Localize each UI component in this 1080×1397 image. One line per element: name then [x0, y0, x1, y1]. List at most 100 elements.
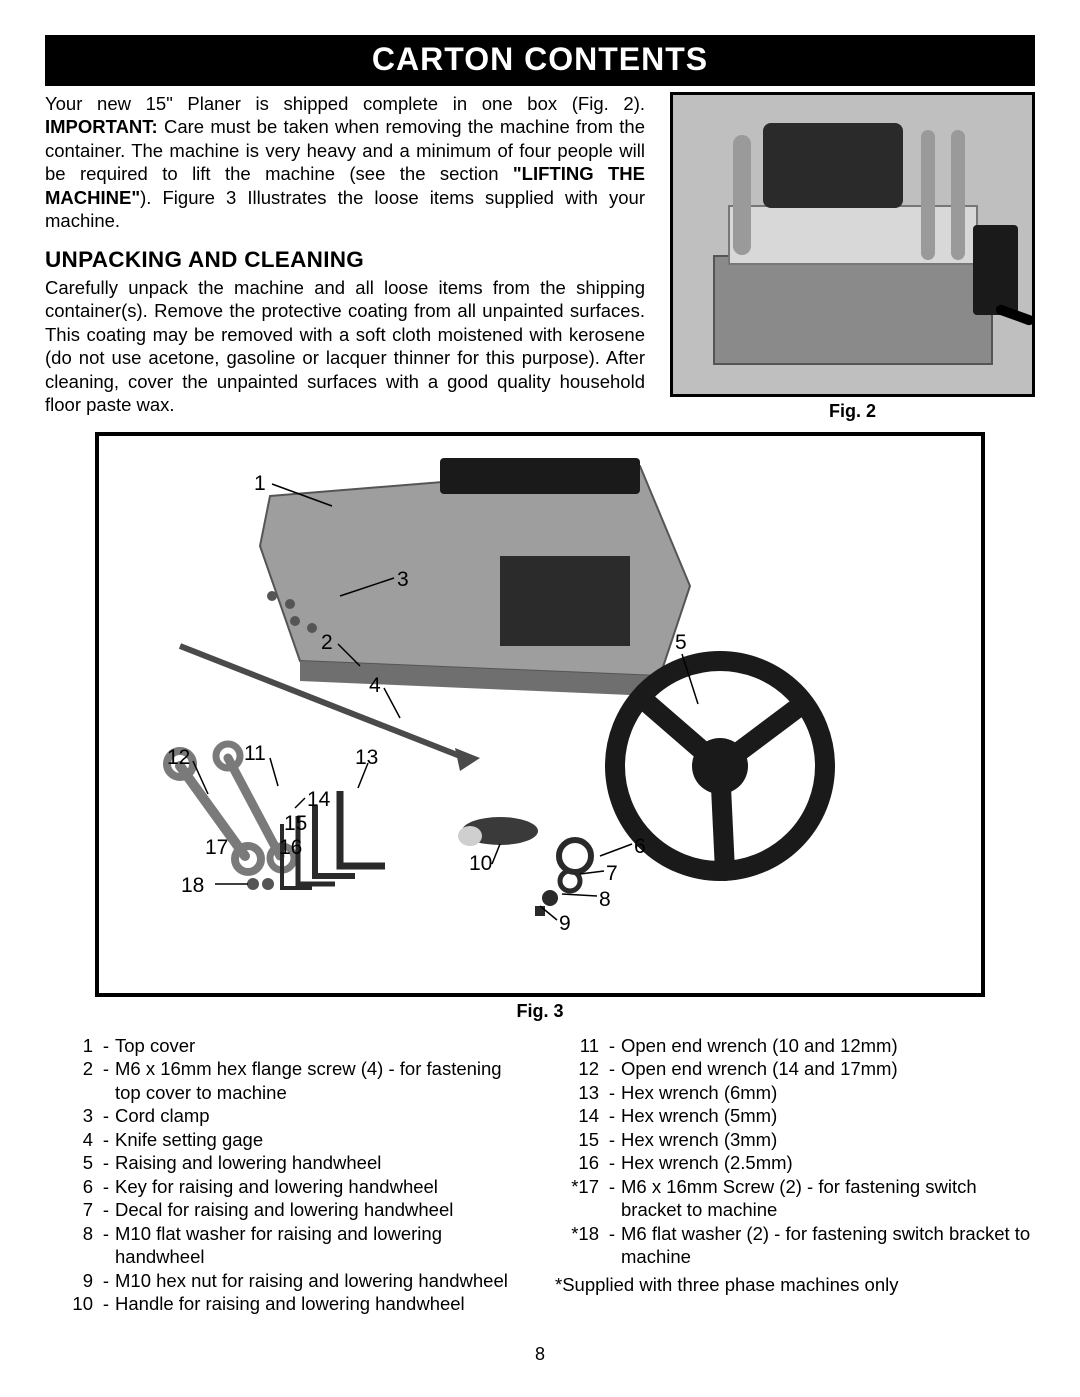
top-row: Your new 15" Planer is shipped complete … — [45, 92, 1035, 422]
part-line: 1-Top cover — [49, 1034, 525, 1057]
part-line: 4-Knife setting gage — [49, 1128, 525, 1151]
part-dash: - — [97, 1175, 115, 1198]
part-line: 9-M10 hex nut for raising and lowering h… — [49, 1269, 525, 1292]
part-line: 3-Cord clamp — [49, 1104, 525, 1127]
part-number: 1 — [49, 1034, 97, 1057]
left-column: Your new 15" Planer is shipped complete … — [45, 92, 645, 422]
page-title: CARTON CONTENTS — [45, 35, 1035, 86]
part-desc: Hex wrench (2.5mm) — [621, 1151, 1031, 1174]
part-line: *18-M6 flat washer (2) - for fastening s… — [555, 1222, 1031, 1269]
part-desc: Hex wrench (6mm) — [621, 1081, 1031, 1104]
unpacking-heading: UNPACKING AND CLEANING — [45, 247, 645, 273]
part-dash: - — [603, 1057, 621, 1080]
parts-list-left: 1-Top cover2-M6 x 16mm hex flange screw … — [49, 1034, 525, 1316]
part-number: 16 — [555, 1151, 603, 1174]
part-number: 8 — [49, 1222, 97, 1269]
part-number: 10 — [49, 1292, 97, 1315]
page: CARTON CONTENTS Your new 15" Planer is s… — [0, 0, 1080, 1395]
callout-17: 17 — [205, 836, 228, 860]
parts-list-right: 11-Open end wrench (10 and 12mm)12-Open … — [555, 1034, 1031, 1316]
part-desc: Key for raising and lowering handwheel — [115, 1175, 525, 1198]
part-dash: - — [603, 1128, 621, 1151]
part-desc: Top cover — [115, 1034, 525, 1057]
part-number: 7 — [49, 1198, 97, 1221]
part-number: 13 — [555, 1081, 603, 1104]
part-dash: - — [97, 1292, 115, 1315]
part-line: 14-Hex wrench (5mm) — [555, 1104, 1031, 1127]
part-desc: Open end wrench (14 and 17mm) — [621, 1057, 1031, 1080]
part-number: 3 — [49, 1104, 97, 1127]
callout-5: 5 — [675, 631, 687, 655]
part-number: 5 — [49, 1151, 97, 1174]
part-desc: Handle for raising and lowering handwhee… — [115, 1292, 525, 1315]
figure-2-box — [670, 92, 1035, 397]
part-number: *17 — [555, 1175, 603, 1222]
figure-3-container: 132451211131415161718106789 Fig. 3 — [95, 432, 985, 1022]
part-line: 2-M6 x 16mm hex flange screw (4) - for f… — [49, 1057, 525, 1104]
part-number: 14 — [555, 1104, 603, 1127]
part-desc: M10 hex nut for raising and lowering han… — [115, 1269, 525, 1292]
part-desc: M6 x 16mm hex flange screw (4) - for fas… — [115, 1057, 525, 1104]
callout-15: 15 — [284, 812, 307, 836]
part-number: 12 — [555, 1057, 603, 1080]
callout-8: 8 — [599, 888, 611, 912]
figure-2-caption: Fig. 2 — [670, 401, 1035, 422]
part-number: 11 — [555, 1034, 603, 1057]
callout-14: 14 — [307, 788, 330, 812]
part-line: 10-Handle for raising and lowering handw… — [49, 1292, 525, 1315]
part-line: 16-Hex wrench (2.5mm) — [555, 1151, 1031, 1174]
intro-pre: Your new 15" Planer is shipped complete … — [45, 93, 645, 114]
part-desc: Hex wrench (3mm) — [621, 1128, 1031, 1151]
part-line: 11-Open end wrench (10 and 12mm) — [555, 1034, 1031, 1057]
part-number: 9 — [49, 1269, 97, 1292]
part-number: *18 — [555, 1222, 603, 1269]
parts-footnote: *Supplied with three phase machines only — [555, 1273, 1031, 1296]
callout-6: 6 — [634, 835, 646, 859]
callout-13: 13 — [355, 746, 378, 770]
callout-4: 4 — [369, 674, 381, 698]
part-dash: - — [97, 1198, 115, 1221]
part-line: 15-Hex wrench (3mm) — [555, 1128, 1031, 1151]
part-line: 12-Open end wrench (14 and 17mm) — [555, 1057, 1031, 1080]
callout-11: 11 — [244, 742, 266, 766]
part-line: 6-Key for raising and lowering handwheel — [49, 1175, 525, 1198]
callout-16: 16 — [279, 836, 302, 860]
part-dash: - — [97, 1269, 115, 1292]
part-dash: - — [603, 1034, 621, 1057]
intro-paragraph: Your new 15" Planer is shipped complete … — [45, 92, 645, 233]
part-number: 6 — [49, 1175, 97, 1198]
part-dash: - — [603, 1175, 621, 1222]
part-desc: Open end wrench (10 and 12mm) — [621, 1034, 1031, 1057]
part-number: 15 — [555, 1128, 603, 1151]
part-dash: - — [603, 1222, 621, 1269]
part-number: 4 — [49, 1128, 97, 1151]
right-column: Fig. 2 — [670, 92, 1035, 422]
part-dash: - — [97, 1104, 115, 1127]
part-number: 2 — [49, 1057, 97, 1104]
page-number: 8 — [45, 1344, 1035, 1365]
part-desc: Knife setting gage — [115, 1128, 525, 1151]
figure-3-box: 132451211131415161718106789 — [95, 432, 985, 997]
part-dash: - — [97, 1057, 115, 1104]
part-desc: M6 x 16mm Screw (2) - for fastening swit… — [621, 1175, 1031, 1222]
part-dash: - — [603, 1104, 621, 1127]
callout-10: 10 — [469, 852, 492, 876]
part-dash: - — [603, 1151, 621, 1174]
part-desc: Hex wrench (5mm) — [621, 1104, 1031, 1127]
part-dash: - — [97, 1151, 115, 1174]
figure-3-svg — [99, 436, 981, 993]
part-line: 8-M10 flat washer for raising and loweri… — [49, 1222, 525, 1269]
part-desc: Raising and lowering handwheel — [115, 1151, 525, 1174]
part-dash: - — [603, 1081, 621, 1104]
callout-18: 18 — [181, 874, 204, 898]
figure-3-caption: Fig. 3 — [95, 1001, 985, 1022]
callout-2: 2 — [321, 631, 333, 655]
callout-9: 9 — [559, 912, 571, 936]
part-desc: M10 flat washer for raising and lowering… — [115, 1222, 525, 1269]
callout-1: 1 — [254, 472, 266, 496]
part-line: 13-Hex wrench (6mm) — [555, 1081, 1031, 1104]
part-dash: - — [97, 1034, 115, 1057]
unpacking-body: Carefully unpack the machine and all loo… — [45, 276, 645, 417]
part-line: 7-Decal for raising and lowering handwhe… — [49, 1198, 525, 1221]
part-line: 5-Raising and lowering handwheel — [49, 1151, 525, 1174]
